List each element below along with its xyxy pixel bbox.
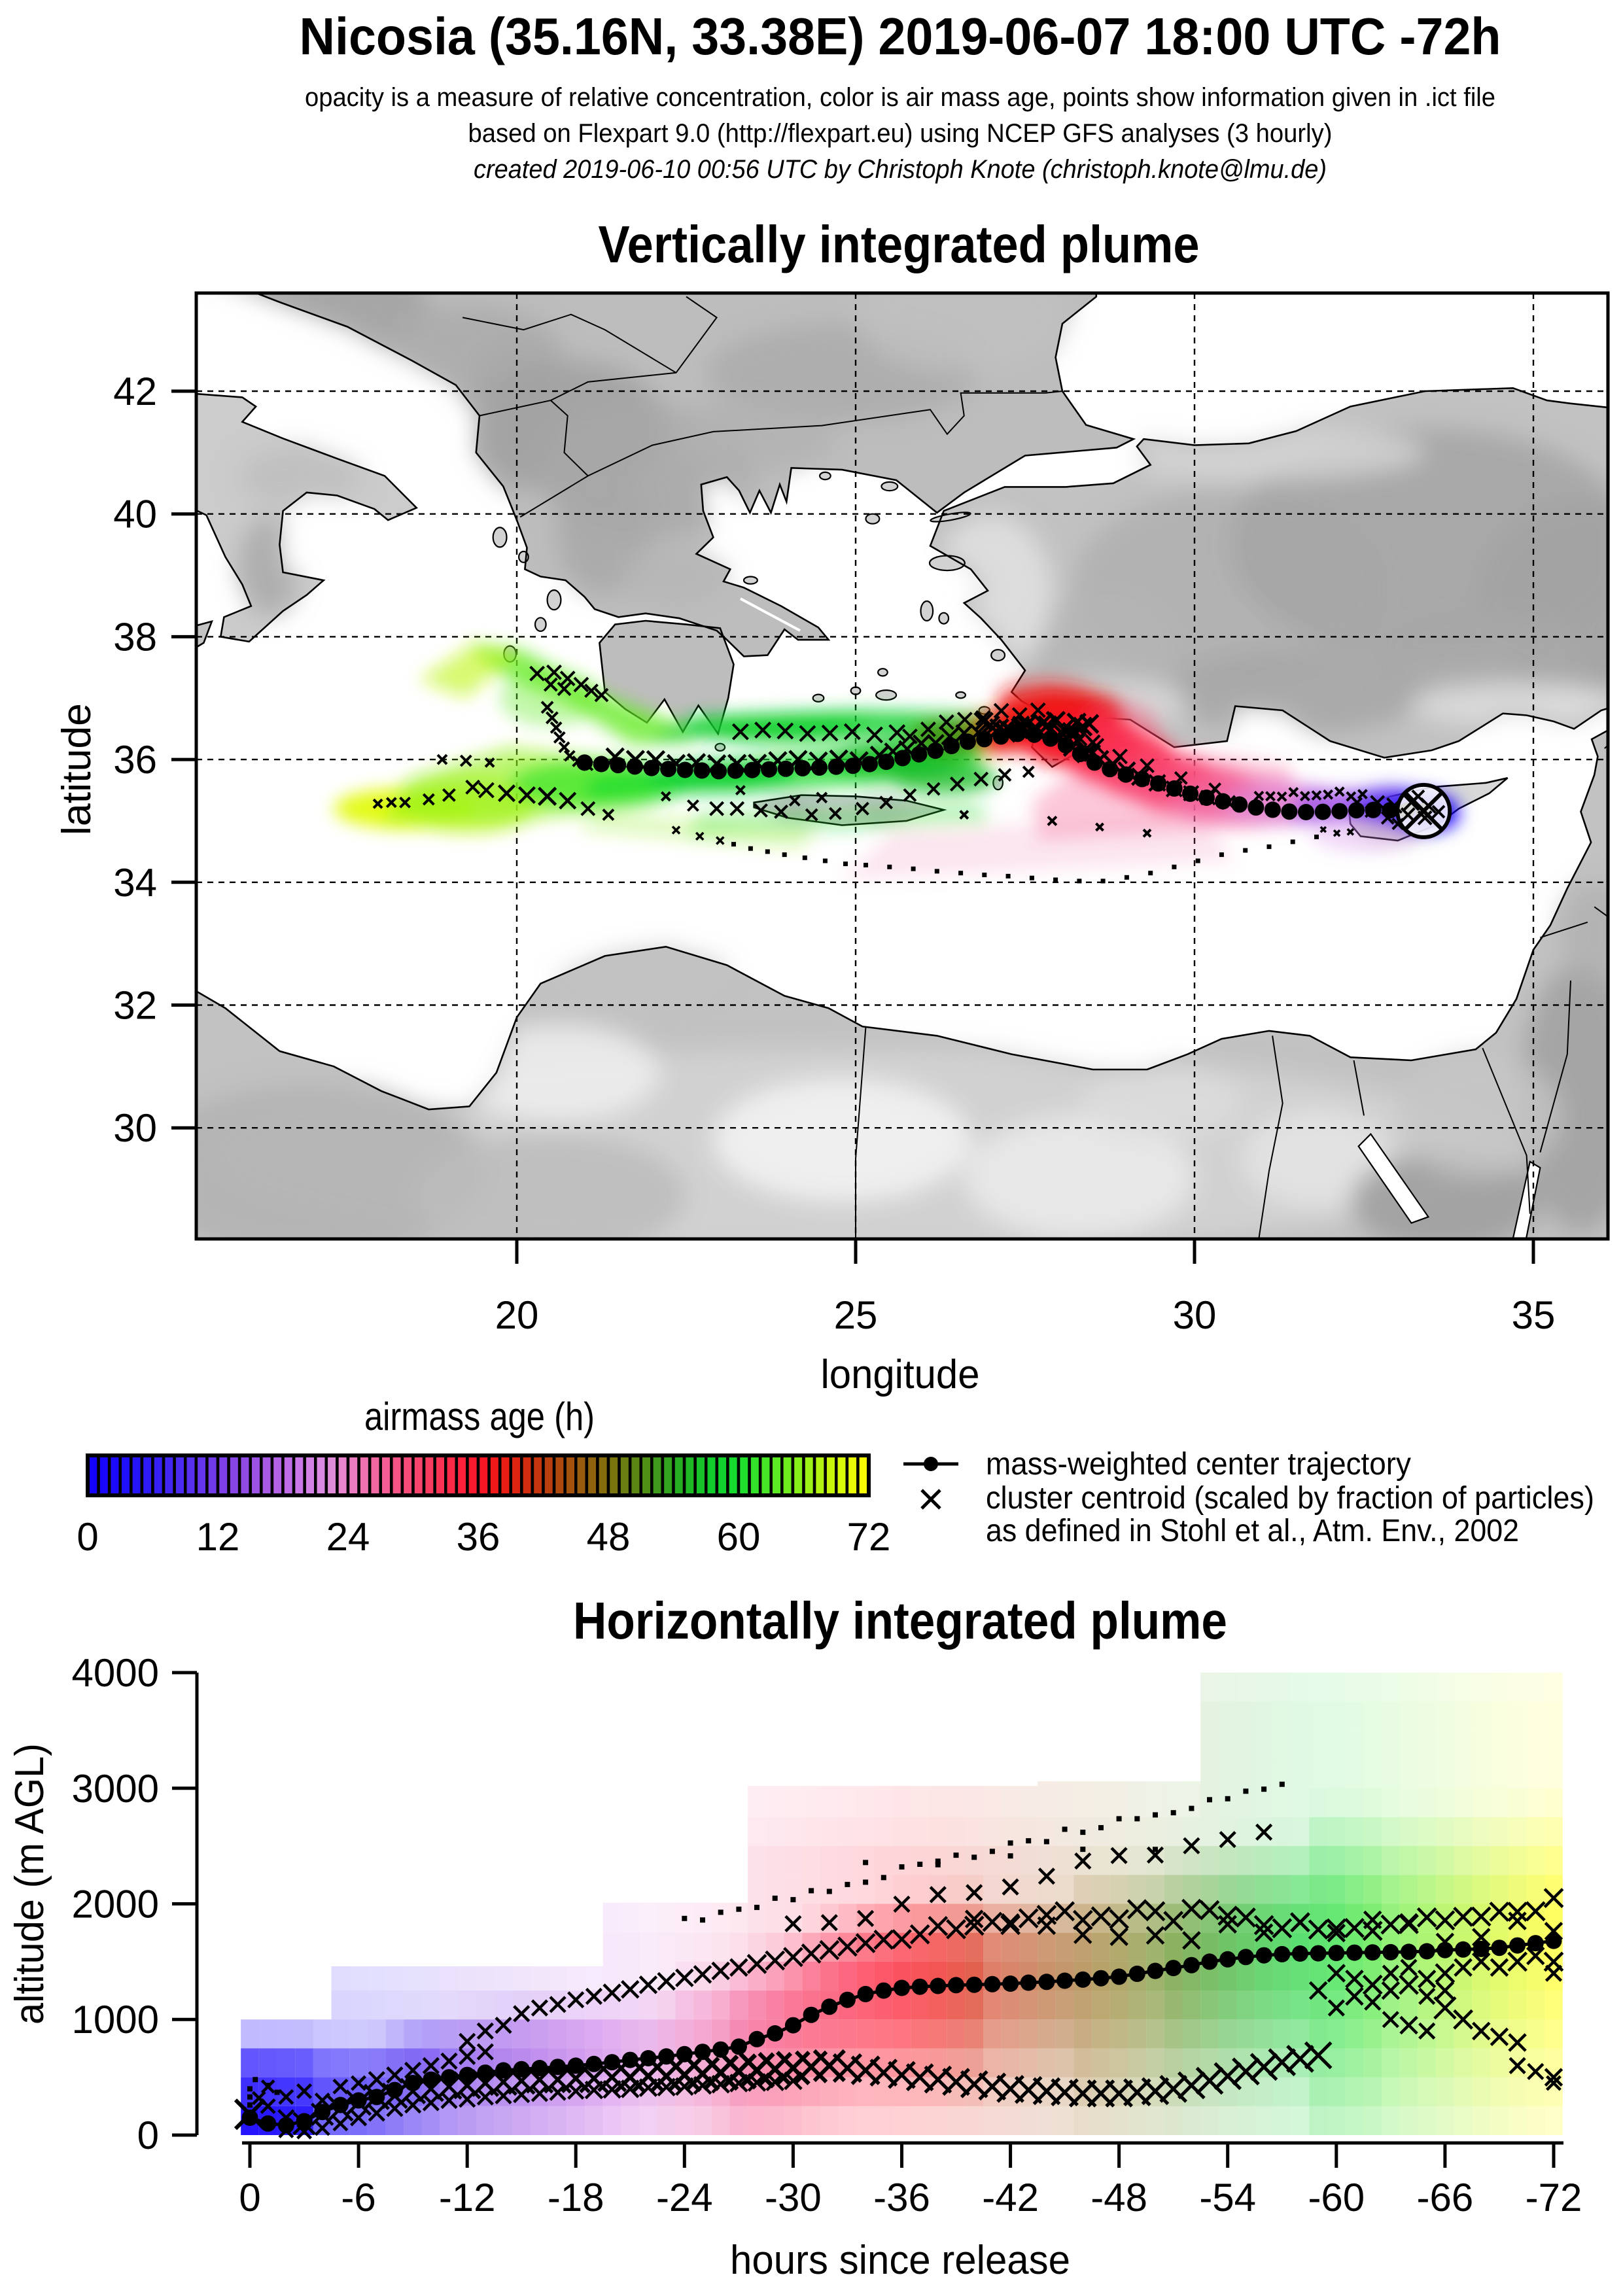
svg-text:longitude: longitude — [821, 1352, 980, 1397]
svg-text:0: 0 — [77, 1515, 98, 1559]
svg-text:36: 36 — [113, 738, 157, 782]
svg-text:40: 40 — [113, 493, 157, 536]
svg-text:created 2019-06-10 00:56 UTC b: created 2019-06-10 00:56 UTC by Christop… — [474, 155, 1327, 184]
svg-text:Nicosia (35.16N, 33.38E) 2019-: Nicosia (35.16N, 33.38E) 2019-06-07 18:0… — [300, 7, 1501, 65]
svg-text:-12: -12 — [439, 2176, 496, 2219]
svg-text:-48: -48 — [1091, 2176, 1147, 2219]
svg-text:latitude: latitude — [54, 703, 99, 835]
svg-text:42: 42 — [113, 370, 157, 413]
svg-text:-72: -72 — [1526, 2176, 1582, 2219]
svg-text:Horizontally integrated plume: Horizontally integrated plume — [573, 1592, 1227, 1650]
svg-text:-60: -60 — [1308, 2176, 1365, 2219]
svg-text:opacity is a measure of relati: opacity is a measure of relative concent… — [305, 83, 1495, 112]
svg-text:32: 32 — [113, 984, 157, 1028]
svg-text:36: 36 — [457, 1515, 500, 1559]
svg-text:cluster centroid (scaled by fr: cluster centroid (scaled by fraction of … — [986, 1481, 1594, 1516]
svg-text:30: 30 — [1173, 1293, 1217, 1337]
svg-text:based on Flexpart 9.0 (http://: based on Flexpart 9.0 (http://flexpart.e… — [468, 119, 1333, 148]
svg-text:72: 72 — [847, 1515, 891, 1559]
svg-text:-18: -18 — [548, 2176, 604, 2219]
svg-text:48: 48 — [587, 1515, 631, 1559]
svg-text:30: 30 — [113, 1106, 157, 1150]
svg-text:-6: -6 — [341, 2176, 375, 2219]
svg-text:60: 60 — [717, 1515, 761, 1559]
svg-text:34: 34 — [113, 861, 157, 905]
svg-text:as defined in Stohl et al., At: as defined in Stohl et al., Atm. Env., 2… — [986, 1514, 1519, 1548]
svg-text:1000: 1000 — [72, 1998, 159, 2042]
svg-text:0: 0 — [239, 2176, 260, 2219]
svg-text:mass-weighted center trajector: mass-weighted center trajectory — [986, 1447, 1411, 1482]
svg-text:0: 0 — [137, 2113, 159, 2157]
svg-text:12: 12 — [196, 1515, 240, 1559]
svg-text:-42: -42 — [982, 2176, 1039, 2219]
svg-text:25: 25 — [834, 1293, 878, 1337]
svg-text:Vertically integrated plume: Vertically integrated plume — [599, 215, 1200, 273]
svg-text:altitude (m AGL): altitude (m AGL) — [7, 1743, 52, 2025]
svg-text:hours since release: hours since release — [730, 2238, 1070, 2283]
svg-text:-66: -66 — [1417, 2176, 1474, 2219]
svg-text:2000: 2000 — [72, 1883, 159, 1926]
svg-text:4000: 4000 — [72, 1651, 159, 1695]
svg-text:airmass age (h): airmass age (h) — [364, 1395, 595, 1438]
svg-text:-54: -54 — [1199, 2176, 1256, 2219]
svg-text:-36: -36 — [873, 2176, 930, 2219]
svg-text:24: 24 — [326, 1515, 370, 1559]
svg-text:35: 35 — [1512, 1293, 1556, 1337]
svg-text:20: 20 — [495, 1293, 539, 1337]
svg-text:3000: 3000 — [72, 1767, 159, 1811]
svg-text:38: 38 — [113, 615, 157, 659]
svg-text:-30: -30 — [765, 2176, 822, 2219]
svg-text:-24: -24 — [656, 2176, 713, 2219]
